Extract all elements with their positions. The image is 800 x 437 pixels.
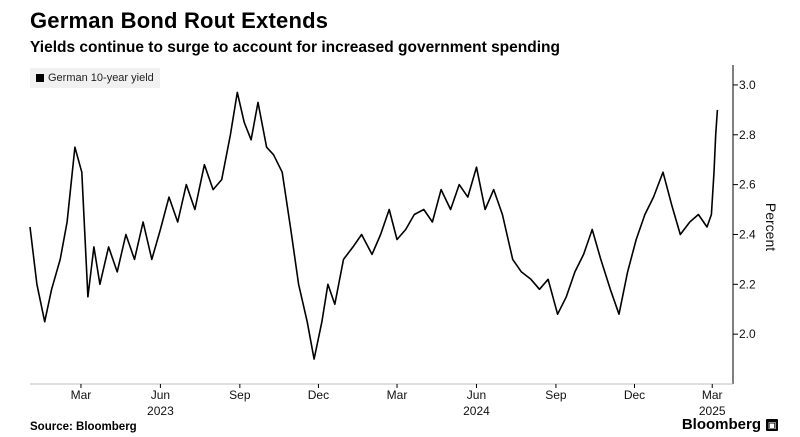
y-axis-title: Percent: [763, 203, 779, 251]
y-tick-label: 2.2: [739, 277, 756, 291]
x-tick-label: Mar: [71, 388, 92, 402]
x-tick-label: Dec: [624, 388, 645, 402]
y-tick-label: 2.6: [739, 178, 756, 192]
y-ticks: 2.0 2.2 2.4 2.6 2.8 3.0: [733, 78, 756, 341]
x-tick-label: Sep: [229, 388, 251, 402]
source-note: Source: Bloomberg: [30, 421, 137, 433]
y-tick-label: 2.4: [739, 227, 756, 241]
y-tick-label: 2.8: [739, 128, 756, 142]
y-tick-label: 3.0: [739, 78, 756, 92]
x-tick-label: Sep: [545, 388, 567, 402]
legend-label: German 10-year yield: [48, 72, 154, 84]
legend: German 10-year yield: [30, 68, 160, 88]
x-year-label: 2025: [699, 404, 726, 418]
x-ticks: Mar Jun Sep Dec Mar Jun Sep Dec Mar 2023 2024 2025: [71, 384, 726, 418]
series-line-german-10y: [29, 91, 719, 360]
x-year-label: 2024: [463, 404, 490, 418]
legend-swatch: [36, 74, 44, 82]
x-year-label: 2023: [147, 404, 174, 418]
x-tick-label: Jun: [151, 388, 170, 402]
bloomberg-terminal-icon: ▣: [766, 418, 778, 431]
x-tick-label: Mar: [387, 388, 408, 402]
brand-name: Bloomberg: [681, 416, 761, 433]
chart-title: German Bond Rout Extends: [30, 8, 329, 33]
series-group: [29, 91, 719, 360]
x-tick-label: Mar: [702, 388, 723, 402]
x-tick-label: Dec: [308, 388, 329, 402]
chart-subtitle: Yields continue to surge to account for …: [30, 39, 560, 56]
y-tick-label: 2.0: [739, 327, 756, 341]
x-tick-label: Jun: [467, 388, 486, 402]
bloomberg-brand: Bloomberg ▣: [682, 416, 778, 433]
